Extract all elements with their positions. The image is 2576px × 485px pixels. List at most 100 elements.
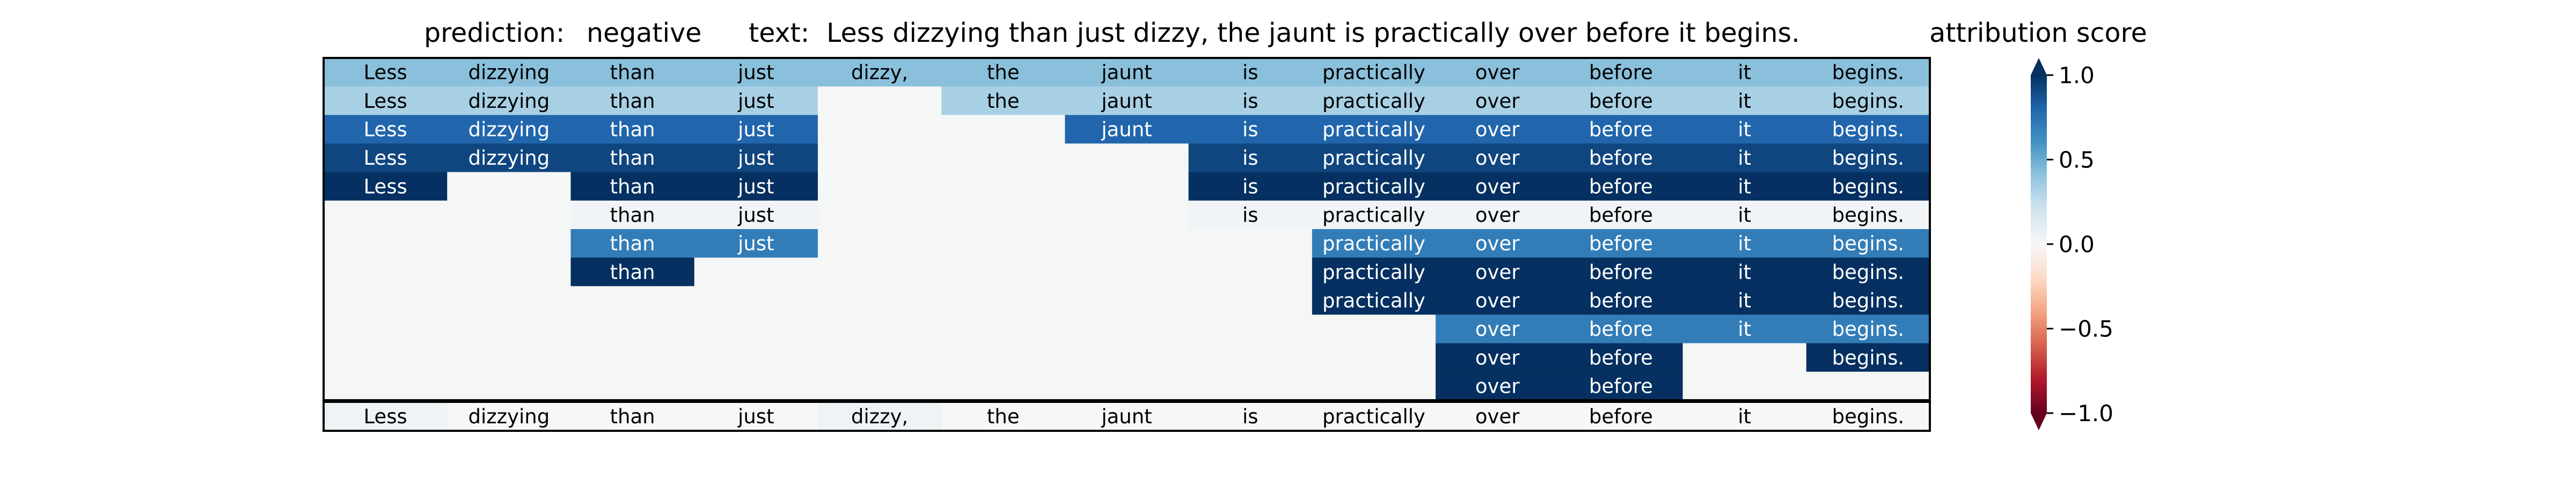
colorbar-tick-label: −0.5 [2059,316,2113,342]
token-score-cell [1188,402,1313,431]
heatmap-cell-token: practically [1322,232,1425,255]
heatmap-cell [694,343,818,372]
token-score-label: begins. [1832,405,1905,428]
heatmap-cell-token: practically [1322,61,1425,84]
heatmap-cell-token: just [737,146,774,170]
heatmap-cell [1065,371,1189,401]
heatmap-cell [1559,115,1684,144]
heatmap-cell-token: than [610,232,655,255]
heatmap-cell-token: begins. [1832,261,1905,284]
token-score-label: it [1738,405,1751,428]
text-label: text: [749,18,809,48]
heatmap-cell [941,258,1065,286]
heatmap-cell [1188,172,1313,201]
heatmap-cell-token: than [610,175,655,198]
heatmap-cell-token: it [1738,146,1751,170]
heatmap-cell [570,115,695,144]
heatmap-cell-token: over [1475,232,1520,255]
heatmap-cell [447,343,572,372]
heatmap-cell [1682,143,1807,173]
heatmap-cell [941,58,1065,87]
heatmap-cell-token: just [737,118,774,141]
heatmap-cell [1436,314,1560,344]
heatmap-cell-token: it [1738,261,1751,284]
heatmap-cell-token: dizzying [468,118,550,141]
heatmap-cell [817,343,942,372]
colorbar-ticks: 1.0 0.5 0.0 −0.5 −1.0 [2047,62,2113,427]
heatmap-cell [447,143,572,173]
heatmap-cell [1559,229,1684,258]
heatmap-cell [1559,200,1684,230]
heatmap-cell [1065,143,1189,173]
heatmap-cell-token: before [1589,318,1653,341]
heatmap-cell [694,314,818,344]
prediction-value: negative [587,18,701,48]
heatmap-cell [817,200,942,230]
heatmap-cell [941,343,1065,372]
heatmap-cell [941,314,1065,344]
token-score-label: practically [1322,405,1425,428]
heatmap-cell [1559,58,1684,87]
heatmap-cell [1436,172,1560,201]
heatmap-cell-token: just [737,175,774,198]
heatmap-cell [941,172,1065,201]
heatmap-cell [1188,286,1313,315]
heatmap-cell [1806,314,1930,344]
heatmap-cell-token: before [1589,346,1653,369]
heatmap-cell [1188,229,1313,258]
heatmap-cell [1806,371,1930,401]
heatmap-cell [1312,258,1436,286]
colorbar-lower-extend [2031,413,2047,430]
heatmap-cell [1806,229,1930,258]
heatmap-cell [1312,229,1436,258]
heatmap-cell [1312,200,1436,230]
heatmap-cell-token: before [1589,90,1653,113]
heatmap-cell [941,200,1065,230]
heatmap-cell [1682,86,1807,115]
heatmap-cell-token: before [1589,289,1653,312]
heatmap-cell [694,200,818,230]
heatmap-cell-token: practically [1322,90,1425,113]
heatmap-cell [941,86,1065,115]
heatmap-cell-token: over [1475,289,1520,312]
heatmap-cell [1559,86,1684,115]
heatmap-cell-token: over [1475,374,1520,398]
heatmap-cell [1436,115,1560,144]
heatmap-cell [1806,143,1930,173]
token-score-cell [1559,402,1684,431]
heatmap-cell-token: dizzy, [851,61,908,84]
heatmap-cell [1559,143,1684,173]
heatmap-cell [694,286,818,315]
prediction-label: prediction: [424,18,565,48]
heatmap-cell-token: the [987,90,1020,113]
token-score-cell [1806,402,1930,431]
token-score-row: Less dizzying than just dizzy, the jaunt is prac… [324,402,1930,431]
heatmap-cell [570,58,695,87]
heatmap-cell-token: begins. [1832,289,1905,312]
colorbar-tick-label: 1.0 [2059,62,2095,89]
heatmap-cell-token: before [1589,61,1653,84]
heatmap-cell [1559,371,1684,401]
heatmap-cell [817,314,942,344]
heatmap-cell [324,371,448,401]
heatmap-cell-token: than [610,203,655,226]
colorbar-upper-extend [2031,58,2047,75]
heatmap-cell-token: the [987,61,1020,84]
colorbar-tick-label: 0.5 [2059,147,2095,173]
token-score-label: over [1475,405,1520,428]
heatmap-cell [1436,58,1560,87]
heatmap-cell [570,371,695,401]
heatmap-cell [941,143,1065,173]
heatmap-cell [1436,258,1560,286]
heatmap-cell [1065,115,1189,144]
heatmap-cell-token: before [1589,374,1653,398]
heatmap-cell-token: it [1738,175,1751,198]
heatmap-cell [1312,371,1436,401]
heatmap-cell-token: over [1475,346,1520,369]
heatmap-frame [323,57,1931,401]
heatmap-cell-token: jaunt [1101,118,1152,141]
heatmap-cell-token: jaunt [1101,90,1152,113]
heatmap-cell-token: Less [363,175,407,198]
heatmap-cell [941,286,1065,315]
